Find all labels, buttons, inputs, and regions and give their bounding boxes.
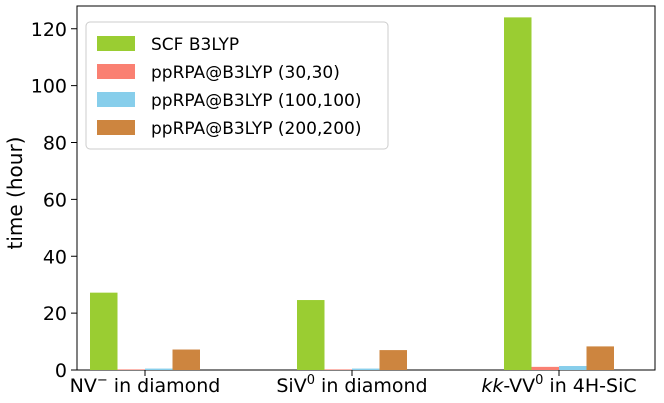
legend-entry: SCF B3LYP (151, 35, 239, 55)
x-tick-label: SiV0 in diamond (276, 373, 427, 397)
y-axis-title: time (hour) (3, 137, 27, 250)
y-tick-label: 60 (43, 189, 67, 211)
legend-box (85, 21, 389, 150)
bars-layer (90, 17, 614, 370)
bar (504, 17, 532, 370)
legend-swatch (97, 36, 135, 51)
legend-swatch (97, 120, 135, 135)
y-axis: 0 20 40 60 80 100 120 (31, 19, 77, 382)
legend-swatch (97, 92, 135, 107)
y-tick-label: 100 (31, 76, 67, 98)
bar (352, 368, 380, 370)
bar (379, 350, 407, 370)
x-axis: NV− in diamond SiV0 in diamond kk-VV0 in 4… (70, 370, 637, 397)
bar (297, 300, 325, 370)
legend-entry: ppRPA@B3LYP (30,30) (151, 63, 340, 83)
bar (324, 369, 352, 370)
bar (531, 366, 559, 370)
legend-entry: ppRPA@B3LYP (200,200) (151, 119, 361, 139)
bar (90, 292, 118, 370)
legend: SCF B3LYP ppRPA@B3LYP (30,30) ppRPA@B3LYP … (85, 21, 389, 150)
bar (559, 366, 587, 370)
y-tick-label: 40 (43, 246, 67, 268)
bar (145, 368, 173, 370)
legend-entry: ppRPA@B3LYP (100,100) (151, 91, 361, 111)
y-tick-label: 0 (55, 360, 67, 382)
bar (586, 346, 614, 370)
y-tick-label: 20 (43, 303, 67, 325)
x-tick-label: kk-VV0 in 4H-SiC (481, 373, 636, 397)
y-tick-label: 120 (31, 19, 67, 41)
bar (117, 369, 145, 370)
y-tick-label: 80 (43, 133, 67, 155)
legend-swatch (97, 64, 135, 79)
x-tick-label: NV− in diamond (70, 373, 221, 397)
bar (172, 349, 200, 370)
